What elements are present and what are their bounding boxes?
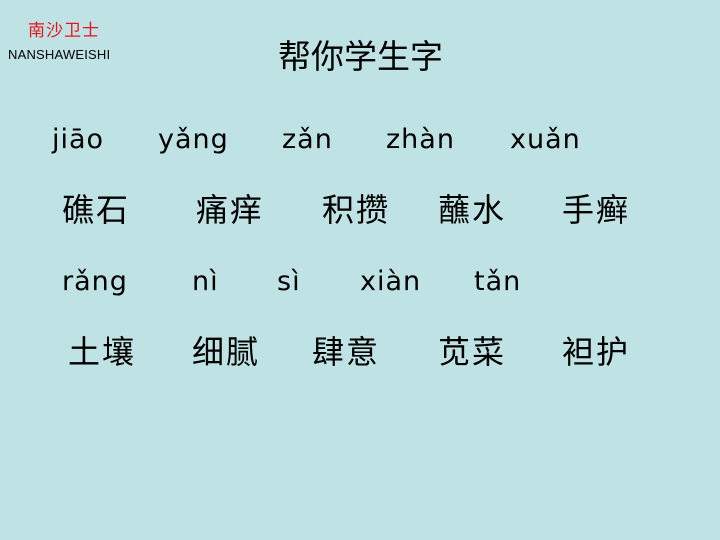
pinyin-zhan: zhàn [386,124,455,155]
pinyin-tan: tǎn [474,266,522,297]
page-title: 帮你学生字 [278,37,443,76]
pinyin-rang: rǎng [62,266,128,297]
brand-name-en: NANSHAWEISHI [8,47,111,62]
word-xini: 细腻 [192,333,261,371]
word-jizan: 积攒 [322,191,391,229]
word-xiancai: 苋菜 [438,333,507,371]
word-zhanshui: 蘸水 [438,191,507,229]
word-tongyang: 痛痒 [196,191,265,229]
pinyin-xuan: xuǎn [510,124,581,155]
pinyin-jiao: jiāo [52,124,105,155]
pinyin-zan: zǎn [282,124,333,155]
word-jiaoshi: 礁石 [62,191,131,229]
pinyin-xian: xiàn [360,266,422,297]
word-siyi: 肆意 [312,333,381,371]
word-tanhu: 袒护 [562,333,631,371]
brand-name-cn: 南沙卫士 [28,21,100,41]
word-shouxuan: 手癣 [562,191,631,229]
pinyin-ni: nì [192,266,219,297]
pinyin-si: sì [277,266,301,297]
pinyin-yang: yǎng [158,124,229,155]
word-turang: 土壤 [68,333,137,371]
